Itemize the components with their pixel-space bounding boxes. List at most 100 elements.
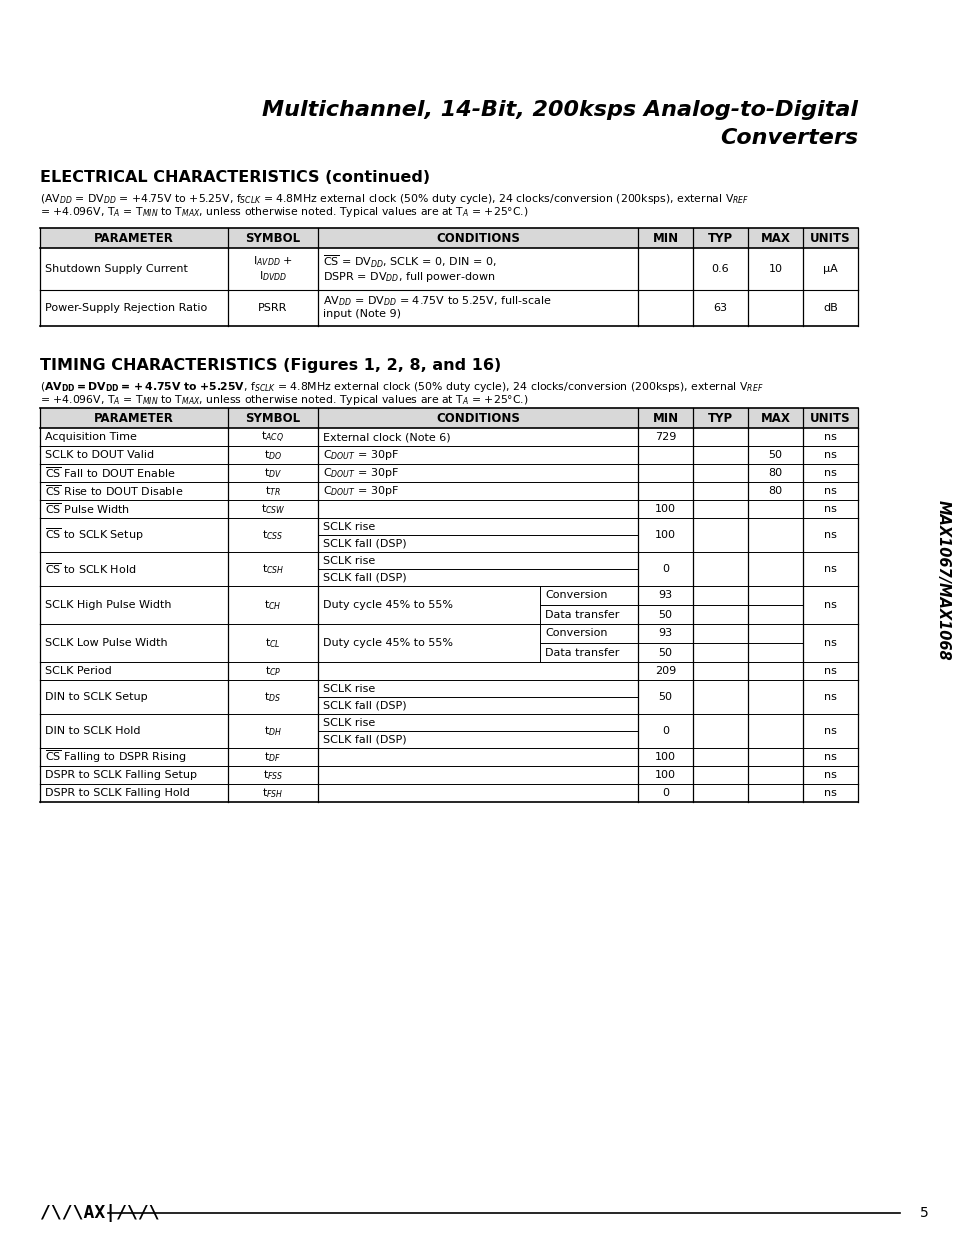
Text: t$_{CL}$: t$_{CL}$ xyxy=(265,636,280,650)
Text: Data transfer: Data transfer xyxy=(544,647,618,657)
Text: PSRR: PSRR xyxy=(258,303,288,312)
Text: DSPR to SCLK Falling Setup: DSPR to SCLK Falling Setup xyxy=(45,769,196,781)
Text: SCLK rise: SCLK rise xyxy=(323,718,375,727)
Text: $\overline{\mathrm{CS}}$ Pulse Width: $\overline{\mathrm{CS}}$ Pulse Width xyxy=(45,501,130,516)
Text: SCLK rise: SCLK rise xyxy=(323,521,375,531)
Text: 100: 100 xyxy=(655,752,676,762)
Text: AV$_{DD}$ = DV$_{DD}$ = 4.75V to 5.25V, full-scale: AV$_{DD}$ = DV$_{DD}$ = 4.75V to 5.25V, … xyxy=(323,295,551,309)
Text: t$_{CH}$: t$_{CH}$ xyxy=(264,598,281,611)
Text: C$_{DOUT}$ = 30pF: C$_{DOUT}$ = 30pF xyxy=(323,484,398,498)
Text: t$_{FSS}$: t$_{FSS}$ xyxy=(262,768,283,782)
Text: ns: ns xyxy=(823,487,836,496)
Text: TYP: TYP xyxy=(707,411,732,425)
Text: SYMBOL: SYMBOL xyxy=(245,231,300,245)
Text: $\overline{\mathrm{CS}}$ to SCLK Hold: $\overline{\mathrm{CS}}$ to SCLK Hold xyxy=(45,562,136,577)
Text: ($\bf{AV_{DD} = DV_{DD} = +4.75V}$ $\bf{to}$ $\bf{+5.25V}$, f$_{SCLK}$ = 4.8MHz : ($\bf{AV_{DD} = DV_{DD} = +4.75V}$ $\bf{… xyxy=(40,380,762,394)
Text: SCLK fall (DSP): SCLK fall (DSP) xyxy=(323,573,406,583)
Text: SCLK to DOUT Valid: SCLK to DOUT Valid xyxy=(45,450,154,459)
Text: Duty cycle 45% to 55%: Duty cycle 45% to 55% xyxy=(323,600,453,610)
Text: ns: ns xyxy=(823,726,836,736)
Text: PARAMETER: PARAMETER xyxy=(94,411,173,425)
Text: SYMBOL: SYMBOL xyxy=(245,411,300,425)
Text: 50: 50 xyxy=(658,610,672,620)
Text: 93: 93 xyxy=(658,590,672,600)
Text: t$_{TR}$: t$_{TR}$ xyxy=(265,484,280,498)
Text: SCLK Period: SCLK Period xyxy=(45,666,112,676)
Text: External clock (Note 6): External clock (Note 6) xyxy=(323,432,450,442)
Text: C$_{DOUT}$ = 30pF: C$_{DOUT}$ = 30pF xyxy=(323,448,398,462)
Text: 50: 50 xyxy=(658,692,672,701)
Text: ns: ns xyxy=(823,530,836,540)
Text: t$_{CSS}$: t$_{CSS}$ xyxy=(262,529,283,542)
Text: Duty cycle 45% to 55%: Duty cycle 45% to 55% xyxy=(323,638,453,648)
Text: C$_{DOUT}$ = 30pF: C$_{DOUT}$ = 30pF xyxy=(323,466,398,480)
Text: Multichannel, 14-Bit, 200ksps Analog-to-Digital: Multichannel, 14-Bit, 200ksps Analog-to-… xyxy=(262,100,857,120)
Text: Acquisition Time: Acquisition Time xyxy=(45,432,136,442)
Text: ns: ns xyxy=(823,450,836,459)
Text: 50: 50 xyxy=(658,647,672,657)
Text: PARAMETER: PARAMETER xyxy=(94,231,173,245)
Text: Shutdown Supply Current: Shutdown Supply Current xyxy=(45,264,188,274)
Text: SCLK rise: SCLK rise xyxy=(323,683,375,694)
Text: SCLK fall (DSP): SCLK fall (DSP) xyxy=(323,735,406,745)
Text: 0.6: 0.6 xyxy=(711,264,728,274)
Text: Conversion: Conversion xyxy=(544,590,607,600)
Text: $\overline{\mathrm{CS}}$ Falling to DSPR Rising: $\overline{\mathrm{CS}}$ Falling to DSPR… xyxy=(45,748,187,766)
Text: t$_{DF}$: t$_{DF}$ xyxy=(264,750,281,764)
Text: MAX: MAX xyxy=(760,411,790,425)
Text: input (Note 9): input (Note 9) xyxy=(323,310,400,320)
Text: CONDITIONS: CONDITIONS xyxy=(436,411,519,425)
Text: 100: 100 xyxy=(655,504,676,514)
Text: ns: ns xyxy=(823,468,836,478)
Text: t$_{FSH}$: t$_{FSH}$ xyxy=(262,787,283,800)
Text: 80: 80 xyxy=(767,468,781,478)
Text: ns: ns xyxy=(823,504,836,514)
Text: SCLK Low Pulse Width: SCLK Low Pulse Width xyxy=(45,638,168,648)
Bar xyxy=(40,228,857,248)
Text: 80: 80 xyxy=(767,487,781,496)
Text: 100: 100 xyxy=(655,769,676,781)
Text: Conversion: Conversion xyxy=(544,629,607,638)
Text: 63: 63 xyxy=(713,303,727,312)
Text: TYP: TYP xyxy=(707,231,732,245)
Text: ns: ns xyxy=(823,692,836,701)
Text: 729: 729 xyxy=(654,432,676,442)
Text: t$_{CSH}$: t$_{CSH}$ xyxy=(261,562,284,576)
Text: CONDITIONS: CONDITIONS xyxy=(436,231,519,245)
Text: I$_{AVDD}$ +: I$_{AVDD}$ + xyxy=(253,254,293,268)
Text: t$_{ACQ}$: t$_{ACQ}$ xyxy=(261,430,284,445)
Text: I$_{DVDD}$: I$_{DVDD}$ xyxy=(258,269,287,284)
Text: ELECTRICAL CHARACTERISTICS (continued): ELECTRICAL CHARACTERISTICS (continued) xyxy=(40,170,430,185)
Text: UNITS: UNITS xyxy=(809,231,850,245)
Text: Power-Supply Rejection Ratio: Power-Supply Rejection Ratio xyxy=(45,303,207,312)
Text: t$_{CP}$: t$_{CP}$ xyxy=(264,664,281,678)
Text: ns: ns xyxy=(823,769,836,781)
Text: SCLK fall (DSP): SCLK fall (DSP) xyxy=(323,538,406,548)
Text: μA: μA xyxy=(822,264,837,274)
Text: Converters: Converters xyxy=(720,128,857,148)
Text: 93: 93 xyxy=(658,629,672,638)
Text: t$_{CSW}$: t$_{CSW}$ xyxy=(260,503,285,516)
Text: TIMING CHARACTERISTICS (Figures 1, 2, 8, and 16): TIMING CHARACTERISTICS (Figures 1, 2, 8,… xyxy=(40,358,500,373)
Text: SCLK High Pulse Width: SCLK High Pulse Width xyxy=(45,600,172,610)
Text: 0: 0 xyxy=(661,726,668,736)
Text: $\overline{\mathrm{CS}}$ Fall to DOUT Enable: $\overline{\mathrm{CS}}$ Fall to DOUT En… xyxy=(45,466,175,480)
Text: DSPR = DV$_{DD}$, full power-down: DSPR = DV$_{DD}$, full power-down xyxy=(323,269,495,284)
Text: ns: ns xyxy=(823,432,836,442)
Text: $\overline{\mathrm{CS}}$ = DV$_{DD}$, SCLK = 0, DIN = 0,: $\overline{\mathrm{CS}}$ = DV$_{DD}$, SC… xyxy=(323,253,497,269)
Text: ns: ns xyxy=(823,564,836,574)
Text: ns: ns xyxy=(823,788,836,798)
Text: $\overline{\mathrm{CS}}$ Rise to DOUT Disable: $\overline{\mathrm{CS}}$ Rise to DOUT Di… xyxy=(45,484,183,499)
Text: SCLK fall (DSP): SCLK fall (DSP) xyxy=(323,700,406,710)
Text: = +4.096V, T$_A$ = T$_{MIN}$ to T$_{MAX}$, unless otherwise noted. Typical value: = +4.096V, T$_A$ = T$_{MIN}$ to T$_{MAX}… xyxy=(40,205,528,219)
Text: ns: ns xyxy=(823,752,836,762)
Text: DIN to SCLK Setup: DIN to SCLK Setup xyxy=(45,692,148,701)
Text: t$_{DS}$: t$_{DS}$ xyxy=(264,690,281,704)
Text: dB: dB xyxy=(822,303,837,312)
Text: 50: 50 xyxy=(768,450,781,459)
Text: 209: 209 xyxy=(654,666,676,676)
Text: /\/\AX|/\/\: /\/\AX|/\/\ xyxy=(40,1204,159,1221)
Text: ns: ns xyxy=(823,638,836,648)
Text: UNITS: UNITS xyxy=(809,411,850,425)
Text: 0: 0 xyxy=(661,564,668,574)
